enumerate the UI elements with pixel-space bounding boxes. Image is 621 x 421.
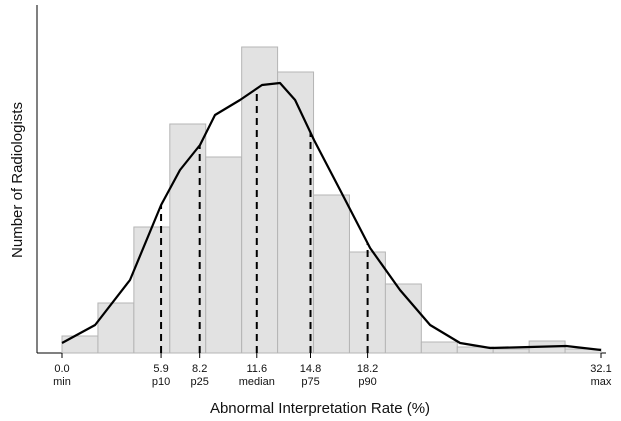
bar (420, 341, 458, 354)
bar (277, 71, 315, 354)
y-axis-title: Number of Radiologists (9, 102, 26, 258)
bar (313, 194, 350, 354)
x-tick-sublabel: max (591, 376, 612, 388)
bar (205, 156, 243, 354)
bar (133, 226, 171, 354)
x-axis-title: Abnormal Interpretation Rate (%) (210, 400, 430, 417)
x-tick-sublabel: p75 (301, 376, 319, 388)
bar (97, 302, 135, 354)
x-tick-label: 11.6 (246, 363, 267, 375)
x-tick-label: 8.2 (192, 363, 207, 375)
bar (61, 335, 99, 354)
bar (241, 46, 279, 354)
x-tick-label: 5.9 (153, 363, 168, 375)
x-tick-sublabel: p25 (191, 376, 209, 388)
x-tick-label: 14.8 (300, 363, 321, 375)
x-tick-sublabel: median (239, 376, 275, 388)
x-tick-sublabel: min (53, 376, 71, 388)
x-tick-sublabel: p90 (358, 376, 376, 388)
x-tick-label: 0.0 (54, 363, 69, 375)
bar (492, 348, 530, 354)
x-tick-label: 18.2 (357, 363, 378, 375)
x-tick-sublabel: p10 (152, 376, 170, 388)
x-tick-label: 32.1 (590, 363, 611, 375)
density-curve (61, 81, 602, 352)
